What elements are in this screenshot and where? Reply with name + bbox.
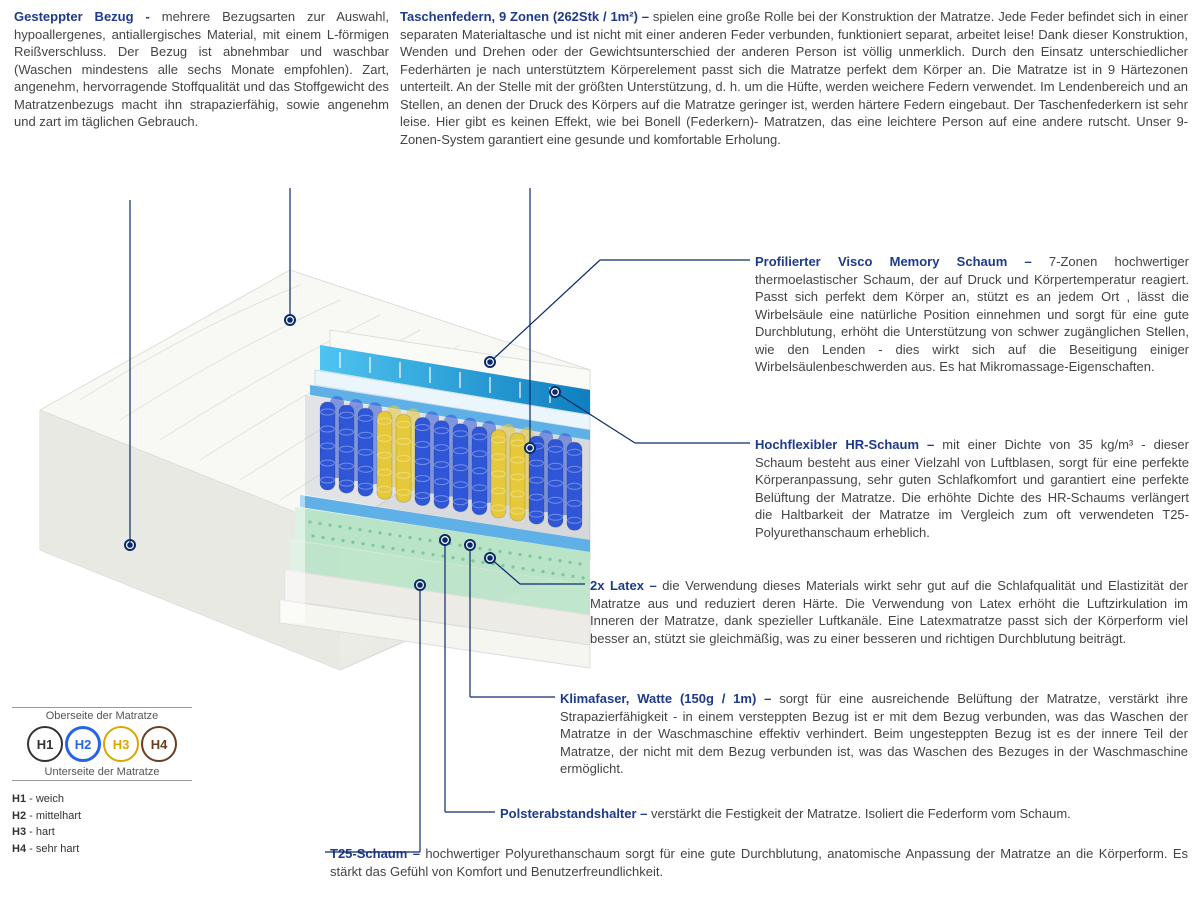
block-t25: T25-Schaum – hochwertiger Polyurethansch…: [330, 845, 1188, 880]
spacer-body: verstärkt die Festigkeit der Matratze. I…: [651, 806, 1071, 821]
springs-title: Taschenfedern, 9 Zonen (262Stk / 1m²) –: [400, 9, 653, 24]
spacer-title: Polsterabstandshalter –: [500, 806, 651, 821]
block-cover: Gesteppter Bezug - mehrere Bezugsarten z…: [14, 8, 389, 131]
hardness-legend-row: H1 - weich: [12, 791, 192, 808]
block-klimafaser: Klimafaser, Watte (150g / 1m) – sorgt fü…: [560, 690, 1188, 778]
cover-body: mehrere Bezugsarten zur Auswahl, hypoall…: [14, 9, 389, 129]
block-hr: Hochflexibler HR-Schaum – mit einer Dich…: [755, 436, 1189, 541]
t25-body: hochwertiger Polyurethanschaum sorgt für…: [330, 846, 1188, 879]
mattress-diagram: [30, 230, 730, 690]
hardness-bottom-label: Unterseite der Matratze: [12, 766, 192, 778]
hardness-circle-h2: H2: [65, 726, 101, 762]
visco-title: Profilierter Visco Memory Schaum –: [755, 254, 1049, 269]
hardness-legend-row: H3 - hart: [12, 824, 192, 841]
visco-body: 7-Zonen hochwertiger thermoelastischer S…: [755, 254, 1189, 374]
klima-title: Klimafaser, Watte (150g / 1m) –: [560, 691, 779, 706]
hardness-legend-row: H4 - sehr hart: [12, 841, 192, 858]
springs-body: spielen eine große Rolle bei der Konstru…: [400, 9, 1188, 147]
cover-title: Gesteppter Bezug -: [14, 9, 162, 24]
block-visco: Profilierter Visco Memory Schaum – 7-Zon…: [755, 253, 1189, 376]
hardness-top-label: Oberseite der Matratze: [12, 710, 192, 722]
block-spacer: Polsterabstandshalter – verstärkt die Fe…: [500, 805, 1188, 823]
hardness-circles: H1H2H3H4: [12, 726, 192, 762]
hardness-legend-row: H2 - mittelhart: [12, 808, 192, 825]
hr-body: mit einer Dichte von 35 kg/m³ - dieser S…: [755, 437, 1189, 540]
hardness-legend: Oberseite der Matratze H1H2H3H4 Untersei…: [12, 705, 192, 857]
hardness-circle-h1: H1: [27, 726, 63, 762]
hardness-legend-list: H1 - weichH2 - mittelhartH3 - hartH4 - s…: [12, 791, 192, 857]
hardness-circle-h4: H4: [141, 726, 177, 762]
hr-title: Hochflexibler HR-Schaum –: [755, 437, 942, 452]
block-springs: Taschenfedern, 9 Zonen (262Stk / 1m²) – …: [400, 8, 1188, 148]
t25-title: T25-Schaum –: [330, 846, 425, 861]
hardness-circle-h3: H3: [103, 726, 139, 762]
